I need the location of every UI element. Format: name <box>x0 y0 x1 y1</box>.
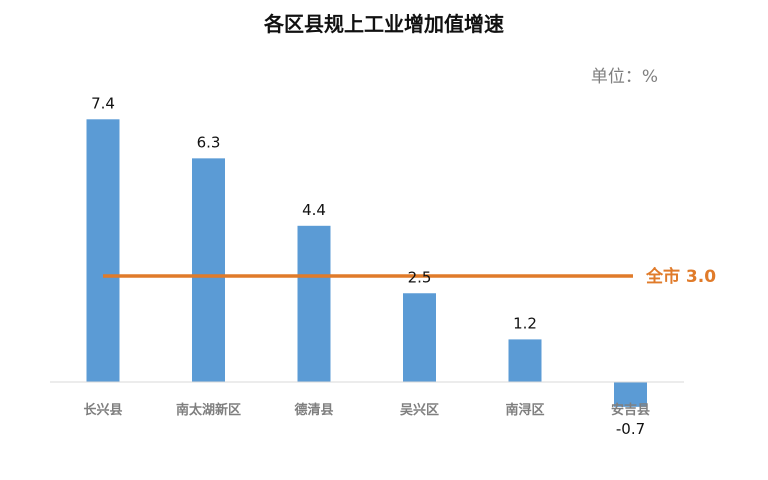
chart-title: 各区县规上工业增加值增速 <box>264 12 504 36</box>
bar <box>403 293 436 382</box>
reference-label: 全市 3.0 <box>645 266 716 287</box>
bar <box>508 339 542 382</box>
reference-group: 全市 3.0 <box>103 266 716 287</box>
bar <box>614 382 647 407</box>
data-label: 4.4 <box>302 201 326 219</box>
bar <box>297 225 331 382</box>
data-label: 6.3 <box>197 133 221 151</box>
x-tick-label: 安吉县 <box>611 402 650 418</box>
data-label: 2.5 <box>408 268 432 286</box>
data-label: 7.4 <box>91 94 115 112</box>
bar <box>192 158 225 382</box>
data-label: 1.2 <box>513 314 537 332</box>
labels-group: 7.4 长兴县 6.3 南太湖新区 4.4 德清县 2.5 吴兴区 1.2 南浔区 -0.7 安吉县 <box>83 94 650 438</box>
x-tick-label: 吴兴区 <box>400 402 439 418</box>
unit-label: 单位：% <box>590 67 658 87</box>
bar <box>86 119 120 383</box>
x-tick-label: 长兴县 <box>83 402 122 418</box>
x-tick-label: 南太湖新区 <box>176 402 241 418</box>
bars-group <box>86 119 647 407</box>
x-tick-label: 德清县 <box>294 402 333 418</box>
x-tick-label: 南浔区 <box>505 402 544 418</box>
data-label: -0.7 <box>616 420 645 438</box>
